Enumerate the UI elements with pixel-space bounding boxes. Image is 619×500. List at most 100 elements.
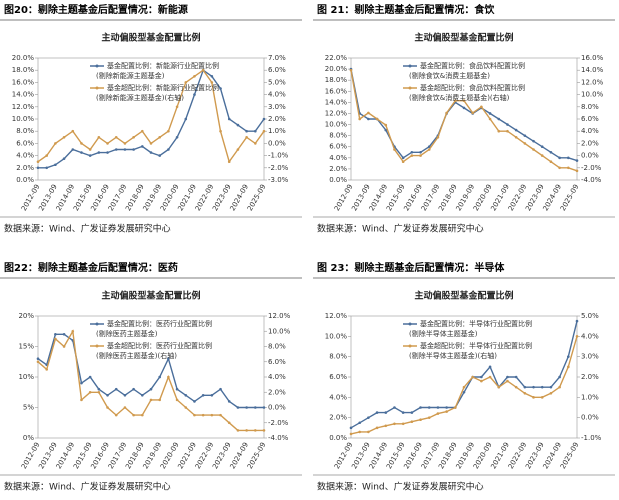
data-point [158,398,161,402]
data-point [367,117,370,121]
y-tick-label: 0.0% [329,176,347,184]
y2-tick-label: 0.0% [268,404,286,412]
y2-tick-label: 2.0% [581,373,599,381]
data-point [488,365,492,369]
data-point [219,87,222,90]
data-point [80,398,83,402]
y2-tick-label: 2.0% [581,139,599,147]
data-point [532,148,535,151]
data-point [445,406,448,409]
legend-marker [95,322,99,326]
data-point [167,357,170,360]
data-point [227,421,231,425]
data-point [436,406,440,409]
data-point [454,99,457,102]
data-point [132,413,135,417]
data-point [123,406,127,409]
data-point [262,429,266,432]
data-point [193,93,196,96]
data-point [184,81,188,84]
data-point [175,387,179,391]
data-point [149,387,153,391]
data-point [193,75,196,78]
y2-tick-label: 1.0% [268,127,286,135]
y-tick-label: 12.0% [12,103,35,111]
y-tick-label: 0% [23,434,34,442]
data-point [558,385,561,389]
data-point [175,136,179,139]
y2-tick-label: 4.0% [268,91,286,99]
data-point [523,385,527,389]
chart-heading: 图22：剔除主题基金后配置情况：医药 [4,261,178,274]
legend-label: (剔除新能源主题基金)(右轴) [96,93,184,102]
source-note: 数据来源：Wind、广发证券发展研究中心 [317,481,484,493]
data-point [97,151,101,154]
y2-tick-label: 5.0% [268,78,286,86]
data-point [193,413,196,417]
legend-label: 基金超配比例：医药行业配置比例 [107,341,212,350]
legend-label: (剔除半导体主题基金) [409,329,478,338]
y-tick-label: 4.0% [16,152,34,160]
y2-tick-label: 6.0% [268,358,286,366]
y-tick-label: 6.0% [329,143,347,151]
data-point [384,411,388,414]
source-note: 数据来源：Wind、广发证券发展研究中心 [317,223,484,235]
data-point [427,416,431,419]
data-point [254,142,257,145]
legend-label: (剔除食饮&消费主题基金) [409,71,490,80]
data-point [175,398,179,402]
data-point [210,81,214,84]
legend-marker [95,86,99,90]
data-point [62,136,66,139]
data-point [254,429,257,432]
legend-marker [95,344,99,348]
data-point [384,424,388,428]
data-point [71,129,75,133]
data-point [358,421,361,425]
data-point [549,385,553,389]
data-point [401,160,405,163]
y-tick-label: 20.0% [12,54,35,62]
data-point [106,394,109,397]
data-point [567,156,570,160]
data-point [436,412,440,415]
data-point [123,148,127,151]
y2-tick-label: 14.0% [581,66,604,74]
y-tick-label: 10% [18,373,34,381]
data-point [158,136,161,139]
y-tick-label: 8.0% [16,127,34,135]
data-point [254,406,257,409]
legend-label: 基金超配比例：半导体行业配置比例 [420,341,532,350]
data-point [514,385,518,389]
data-point [262,129,266,133]
data-point [497,129,501,133]
data-point [219,129,222,133]
data-point [71,148,75,151]
data-point [567,166,570,170]
data-point [97,387,101,391]
data-point [114,136,118,139]
y-tick-label: 5% [23,404,34,412]
data-point [201,394,205,397]
legend-label: 基金配置比例：新能源行业配置比例 [107,61,219,70]
data-point [167,148,170,151]
data-point [523,142,527,145]
data-point [419,154,422,157]
data-point [219,413,222,417]
data-point [123,142,127,145]
data-point [419,418,422,421]
legend-label: (剔除食饮&消费主题基金)(右轴) [409,93,510,102]
data-point [167,129,170,133]
data-point [358,117,361,121]
y2-tick-label: 6.0% [268,66,286,74]
y-tick-label: 12.0% [325,312,348,320]
y-tick-label: 2.0% [16,164,34,172]
data-point [236,406,240,409]
y-tick-label: 8.0% [329,353,347,361]
data-point [262,117,266,121]
y-tick-label: 10.0% [12,115,35,123]
y-tick-label: 2.0% [329,165,347,173]
data-point [184,394,188,397]
legend-label: 基金超配比例：食品饮料配置比例 [420,83,525,92]
data-point [488,117,492,121]
